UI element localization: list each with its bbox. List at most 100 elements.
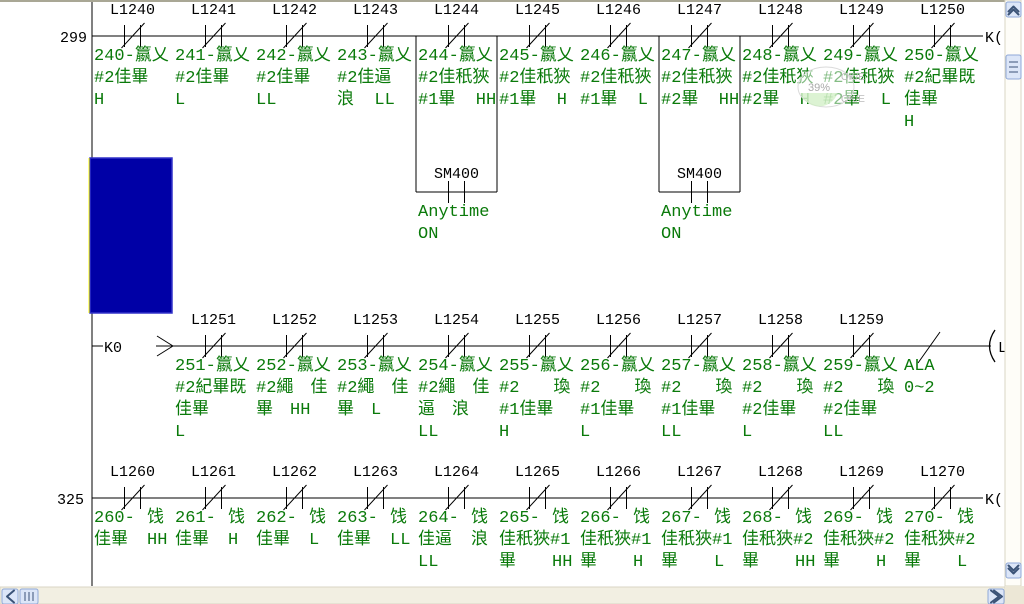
svg-text:L: L xyxy=(580,423,590,442)
svg-text:#2繩 佳: #2繩 佳 xyxy=(256,377,327,398)
svg-text:L1251: L1251 xyxy=(191,312,236,329)
svg-text:ALA: ALA xyxy=(904,357,935,376)
svg-text:佳秖狹#1: 佳秖狹#1 xyxy=(580,529,651,550)
svg-text:270-: 270- xyxy=(904,509,945,528)
svg-text:畢 L: 畢 L xyxy=(337,400,381,420)
svg-text:#2 瑍: #2 瑍 xyxy=(499,377,570,398)
svg-text:HH: HH xyxy=(147,531,167,550)
svg-text:253-籝乂: 253-籝乂 xyxy=(337,355,412,376)
svg-text:饯: 饯 xyxy=(471,507,488,528)
svg-text:252-籝乂: 252-籝乂 xyxy=(256,355,331,376)
svg-text:L1242: L1242 xyxy=(272,2,317,19)
svg-text:265-: 265- xyxy=(499,509,540,528)
svg-text:L1244: L1244 xyxy=(434,2,479,19)
svg-text:250-籝乂: 250-籝乂 xyxy=(904,45,979,66)
svg-text:#2佳逼: #2佳逼 xyxy=(337,67,391,88)
svg-text:256-籝乂: 256-籝乂 xyxy=(580,355,655,376)
svg-text:佳秖狹#2: 佳秖狹#2 xyxy=(904,529,975,550)
svg-text:L1263: L1263 xyxy=(353,464,398,481)
svg-text:#2佳秖狹: #2佳秖狹 xyxy=(499,67,570,88)
svg-text:#1畢 L: #1畢 L xyxy=(580,90,648,110)
svg-text:L: L xyxy=(309,531,319,550)
svg-text:OK/E: OK/E xyxy=(841,94,865,105)
svg-text:L1264: L1264 xyxy=(434,464,479,481)
svg-text:HH: HH xyxy=(795,553,815,572)
svg-text:逼 浪: 逼 浪 xyxy=(418,399,469,420)
svg-text:#2佳畢: #2佳畢 xyxy=(175,67,229,88)
svg-text:饯: 饯 xyxy=(552,507,569,528)
svg-text:#2佳畢: #2佳畢 xyxy=(742,399,796,420)
svg-text:#2畢 HH: #2畢 HH xyxy=(661,90,739,110)
svg-text:269-: 269- xyxy=(823,509,864,528)
svg-text:浪: 浪 xyxy=(471,529,488,550)
svg-text:#2 瑍: #2 瑍 xyxy=(742,377,813,398)
svg-text:#1畢 HH: #1畢 HH xyxy=(418,90,496,110)
svg-text:243-籝乂: 243-籝乂 xyxy=(337,45,412,66)
svg-text:L1266: L1266 xyxy=(596,464,641,481)
svg-text:饯: 饯 xyxy=(390,507,407,528)
svg-text:H: H xyxy=(633,553,643,572)
svg-text:畢 HH: 畢 HH xyxy=(256,400,310,420)
svg-text:SM400: SM400 xyxy=(434,166,479,183)
svg-text:L1262: L1262 xyxy=(272,464,317,481)
svg-text:262-: 262- xyxy=(256,509,297,528)
svg-text:L1254: L1254 xyxy=(434,312,479,329)
svg-text:L1240: L1240 xyxy=(110,2,155,19)
svg-text:#2 瑍: #2 瑍 xyxy=(823,377,894,398)
svg-text:#2佳秖狹: #2佳秖狹 xyxy=(661,67,732,88)
svg-text:L: L xyxy=(957,553,967,572)
svg-text:L: L xyxy=(175,423,185,442)
svg-text:268-: 268- xyxy=(742,509,783,528)
svg-text:畢: 畢 xyxy=(580,552,597,572)
svg-text:LL: LL xyxy=(418,553,438,572)
svg-text:L1270: L1270 xyxy=(920,464,965,481)
svg-text:饯: 饯 xyxy=(714,507,731,528)
svg-text:L1249: L1249 xyxy=(839,2,884,19)
svg-text:L1257: L1257 xyxy=(677,312,722,329)
svg-text:饯: 饯 xyxy=(795,507,812,528)
svg-text:242-籝乂: 242-籝乂 xyxy=(256,45,331,66)
svg-text:#2 瑍: #2 瑍 xyxy=(661,377,732,398)
svg-text:K(: K( xyxy=(985,30,1003,47)
svg-text:Anytime: Anytime xyxy=(418,203,489,222)
svg-text:LL: LL xyxy=(418,423,438,442)
svg-text:L1268: L1268 xyxy=(758,464,803,481)
svg-text:#2 瑍: #2 瑍 xyxy=(580,377,651,398)
svg-text:#2繩 佳: #2繩 佳 xyxy=(337,377,408,398)
svg-text:佳逼: 佳逼 xyxy=(418,529,452,550)
svg-text:#1佳畢: #1佳畢 xyxy=(499,399,553,420)
svg-text:255-籝乂: 255-籝乂 xyxy=(499,355,574,376)
svg-text:254-籝乂: 254-籝乂 xyxy=(418,355,493,376)
svg-text:L1269: L1269 xyxy=(839,464,884,481)
svg-text:325: 325 xyxy=(57,492,84,509)
svg-text:L1250: L1250 xyxy=(920,2,965,19)
svg-text:畢: 畢 xyxy=(823,552,840,572)
svg-text:251-籝乂: 251-籝乂 xyxy=(175,355,250,376)
svg-text:LL: LL xyxy=(390,531,410,550)
svg-text:L1245: L1245 xyxy=(515,2,560,19)
svg-text:畢: 畢 xyxy=(661,552,678,572)
svg-text:佳秖狹#2: 佳秖狹#2 xyxy=(823,529,894,550)
svg-text:261-: 261- xyxy=(175,509,216,528)
svg-text:#1佳畢: #1佳畢 xyxy=(661,399,715,420)
svg-text:L1261: L1261 xyxy=(191,464,236,481)
svg-text:266-: 266- xyxy=(580,509,621,528)
svg-text:267-: 267- xyxy=(661,509,702,528)
svg-text:244-籝乂: 244-籝乂 xyxy=(418,45,493,66)
svg-text:#2佳畢: #2佳畢 xyxy=(94,67,148,88)
svg-text:L1259: L1259 xyxy=(839,312,884,329)
svg-text:L1258: L1258 xyxy=(758,312,803,329)
svg-text:264-: 264- xyxy=(418,509,459,528)
svg-text:佳秖狹#2: 佳秖狹#2 xyxy=(742,529,813,550)
svg-text:ON: ON xyxy=(661,225,681,244)
svg-text:佳畢: 佳畢 xyxy=(904,89,938,110)
svg-text:#2佳畢: #2佳畢 xyxy=(256,67,310,88)
svg-text:L1252: L1252 xyxy=(272,312,317,329)
svg-text:L1247: L1247 xyxy=(677,2,722,19)
svg-text:H: H xyxy=(904,113,914,132)
svg-text:饯: 饯 xyxy=(147,507,164,528)
svg-text:#1畢 H: #1畢 H xyxy=(499,90,567,110)
svg-text:241-籝乂: 241-籝乂 xyxy=(175,45,250,66)
svg-text:#2紀畢既: #2紀畢既 xyxy=(175,377,246,398)
svg-text:#2佳秖狹: #2佳秖狹 xyxy=(418,67,489,88)
